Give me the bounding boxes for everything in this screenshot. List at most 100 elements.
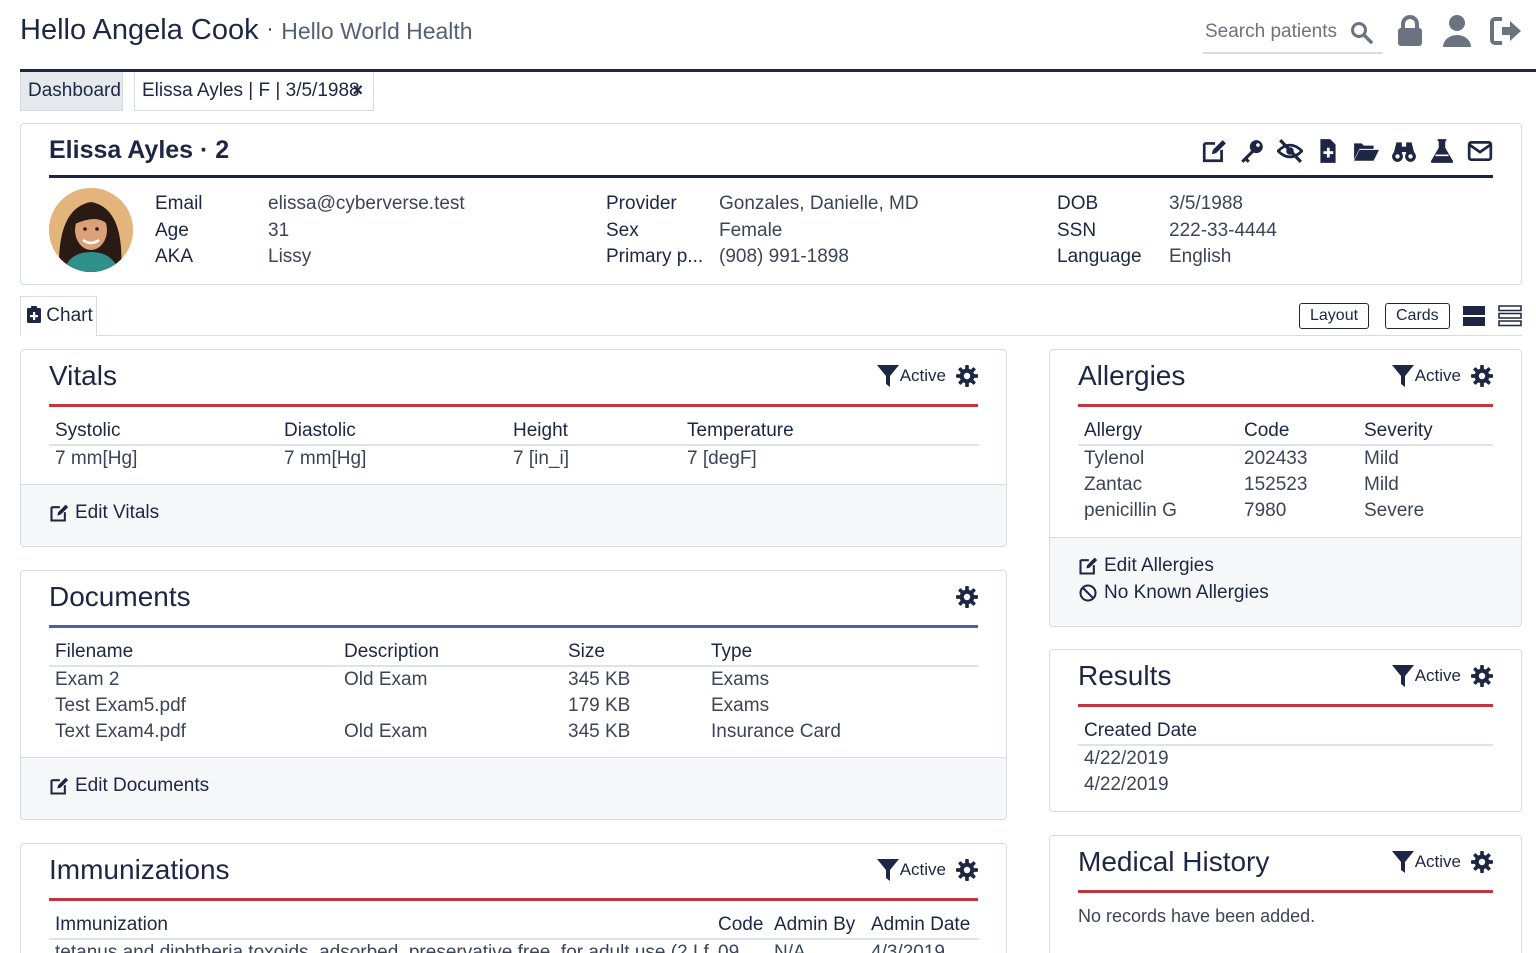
column-header[interactable]: Code	[712, 911, 768, 940]
filter-icon	[876, 859, 899, 881]
cards-button[interactable]: Cards	[1385, 303, 1450, 329]
binoculars-icon[interactable]	[1391, 138, 1417, 164]
table-cell: tetanus and diphtheria toxoids, adsorbed…	[55, 941, 709, 953]
table-cell: 4/22/2019	[1084, 773, 1169, 795]
column-header[interactable]: Type	[705, 638, 979, 667]
filter-label: Active	[899, 366, 946, 385]
filter-label: Active	[1414, 366, 1461, 385]
column-header[interactable]: Filename	[49, 638, 338, 667]
table-cell: 345 KB	[568, 668, 631, 690]
flask-icon[interactable]	[1429, 138, 1455, 164]
list-layout-icon[interactable]	[1498, 304, 1522, 328]
table-cell: 7 [in_i]	[513, 447, 569, 469]
results-filter[interactable]: Active	[1391, 664, 1461, 688]
table-row[interactable]: Zantac 152523 Mild	[1078, 472, 1493, 499]
medical-history-filter[interactable]: Active	[1391, 850, 1461, 874]
org-name: Hello World Health	[281, 18, 473, 44]
table-cell: penicillin G	[1084, 500, 1177, 522]
table-row[interactable]: tetanus and diphtheria toxoids, adsorbed…	[49, 939, 979, 953]
column-header[interactable]: Allergy	[1078, 417, 1238, 446]
table-row[interactable]: Text Exam4.pdf Old Exam 345 KB Insurance…	[49, 719, 979, 746]
table-cell: Insurance Card	[711, 721, 841, 743]
envelope-icon[interactable]	[1467, 138, 1493, 164]
search-icon[interactable]	[1349, 20, 1373, 44]
gear-icon[interactable]	[956, 364, 978, 388]
table-cell: 4/22/2019	[1084, 747, 1169, 769]
column-header[interactable]: Immunization	[49, 911, 712, 940]
vitals-actions: Active	[876, 364, 978, 388]
gear-icon[interactable]	[1471, 850, 1493, 874]
column-header[interactable]: Temperature	[681, 417, 979, 446]
gear-icon[interactable]	[1471, 364, 1493, 388]
column-header[interactable]: Height	[507, 417, 681, 446]
lock-icon[interactable]	[1394, 14, 1426, 48]
key-icon[interactable]	[1239, 138, 1265, 164]
tab-patient[interactable]: Elissa Ayles | F | 3/5/1988 ×	[134, 72, 374, 111]
ssn-value: 222-33-4444	[1169, 220, 1277, 241]
documents-actions	[956, 585, 978, 609]
table-row[interactable]: Tylenol 202433 Mild	[1078, 445, 1493, 472]
column-header[interactable]: Description	[338, 638, 562, 667]
edit-vitals-link[interactable]: Edit Vitals	[49, 502, 159, 524]
table-row[interactable]: Test Exam5.pdf 179 KB Exams	[49, 693, 979, 720]
file-medical-icon[interactable]	[1315, 138, 1341, 164]
eye-slash-icon[interactable]	[1277, 138, 1303, 164]
layout-button[interactable]: Layout	[1299, 303, 1370, 329]
vitals-accent-bar	[49, 404, 978, 407]
table-cell: Old Exam	[344, 668, 428, 690]
patient-name: Elissa Ayles · 2	[49, 136, 230, 164]
results-table: Created Date 4/22/2019 4/22/2019	[1078, 717, 1493, 798]
vitals-filter[interactable]: Active	[876, 364, 946, 388]
column-header[interactable]: Diastolic	[278, 417, 507, 446]
vitals-panel: Vitals Active Systolic Diastolic Height …	[20, 349, 1007, 547]
vitals-title: Vitals	[49, 360, 117, 391]
allergies-filter[interactable]: Active	[1391, 364, 1461, 388]
column-header[interactable]: Admin Date	[865, 911, 979, 940]
table-cell: 345 KB	[568, 721, 631, 743]
table-header-row: Allergy Code Severity	[1078, 417, 1493, 446]
app-header: Hello Angela Cook · Hello World Health	[0, 0, 1536, 72]
table-row[interactable]: Exam 2 Old Exam 345 KB Exams	[49, 666, 979, 693]
edit-icon	[50, 777, 69, 795]
no-known-allergies-label: No Known Allergies	[1104, 582, 1269, 603]
gear-icon[interactable]	[956, 858, 978, 882]
column-header[interactable]: Admin By	[768, 911, 865, 940]
table-row[interactable]: penicillin G 7980 Severe	[1078, 498, 1493, 525]
two-row-layout-icon[interactable]	[1462, 304, 1486, 328]
table-row[interactable]: 4/22/2019	[1078, 772, 1493, 799]
column-header[interactable]: Severity	[1358, 417, 1493, 446]
column-header[interactable]: Size	[562, 638, 705, 667]
folder-open-icon[interactable]	[1353, 138, 1379, 164]
table-row[interactable]: 7 mm[Hg] 7 mm[Hg] 7 [in_i] 7 [degF]	[49, 445, 979, 472]
documents-footer: Edit Documents	[21, 757, 1006, 819]
table-row[interactable]: 4/22/2019	[1078, 745, 1493, 772]
sign-out-icon[interactable]	[1490, 14, 1522, 48]
provider-value: Gonzales, Danielle, MD	[719, 193, 919, 214]
allergies-actions: Active	[1391, 364, 1493, 388]
gear-icon[interactable]	[956, 585, 978, 609]
tab-chart[interactable]: Chart	[20, 296, 97, 336]
table-cell: 7980	[1244, 500, 1287, 522]
no-known-allergies-link[interactable]: No Known Allergies	[1078, 582, 1269, 604]
edit-icon[interactable]	[1201, 138, 1227, 164]
column-header[interactable]: Systolic	[49, 417, 278, 446]
close-tab-icon[interactable]: ×	[352, 80, 363, 100]
header-divider	[20, 69, 1536, 72]
patient-summary-card: Elissa Ayles · 2 Email Age AKA elissa@cy…	[20, 123, 1522, 285]
edit-documents-link[interactable]: Edit Documents	[49, 775, 209, 797]
column-header[interactable]: Code	[1238, 417, 1358, 446]
edit-documents-label: Edit Documents	[75, 775, 210, 796]
immunizations-filter[interactable]: Active	[876, 858, 946, 882]
column-header[interactable]: Created Date	[1078, 717, 1493, 746]
tab-dashboard[interactable]: Dashboard	[20, 72, 123, 111]
documents-accent-bar	[49, 625, 978, 628]
dob-label: DOB	[1057, 193, 1099, 214]
immunizations-panel: Immunizations Active Immunization Code A…	[20, 843, 1007, 953]
filter-label: Active	[1414, 852, 1461, 871]
gear-icon[interactable]	[1471, 664, 1493, 688]
search-input[interactable]	[1203, 14, 1343, 50]
table-cell: 179 KB	[568, 694, 631, 716]
documents-panel: Documents Filename Description Size Type…	[20, 570, 1007, 820]
edit-allergies-link[interactable]: Edit Allergies	[1078, 555, 1214, 577]
user-icon[interactable]	[1441, 14, 1473, 48]
